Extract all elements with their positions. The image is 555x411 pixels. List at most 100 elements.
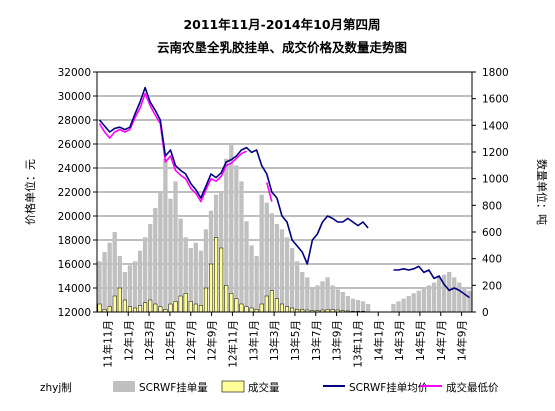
legend-label: 成交最低价 (446, 381, 499, 394)
x-tick-label: 13年1月 (247, 320, 260, 361)
order-volume-bar (421, 288, 427, 312)
order-volume-bar (360, 301, 366, 312)
y-right-tick-label: 1800 (482, 67, 509, 79)
deal-volume-bar (264, 295, 269, 313)
order-volume-bar (178, 218, 183, 312)
deal-volume-bar (198, 305, 203, 313)
deal-volume-bar (117, 287, 122, 313)
y-right-tick-label: 1600 (482, 94, 509, 106)
x-tick-label: 12年9月 (206, 320, 219, 361)
order-volume-bar (153, 208, 158, 312)
order-volume-bar (345, 296, 350, 312)
deal-volume-bar (259, 303, 264, 313)
x-tick-label: 13年11月 (351, 320, 364, 368)
order-volume-bar (193, 242, 198, 312)
order-volume-bar (142, 237, 148, 312)
x-tick-label: 13年9月 (331, 320, 344, 361)
order-volume-bar (173, 181, 178, 312)
y-left-tick-label: 20000 (58, 211, 91, 223)
y-left-tick-label: 24000 (58, 163, 91, 175)
deal-volume-bar (269, 290, 274, 313)
order-volume-bar (259, 194, 264, 312)
min-deal-price-line (100, 94, 283, 220)
order-volume-bar (122, 272, 128, 312)
order-volume-bar (436, 277, 442, 312)
order-volume-bar (158, 192, 163, 312)
deal-volume-bar (183, 293, 188, 313)
order-volume-bar (132, 261, 138, 312)
order-volume-bar (112, 232, 117, 312)
order-volume-bar (264, 202, 269, 312)
deal-volume-bar (188, 301, 193, 313)
order-volume-bar (325, 277, 330, 312)
deal-volume-bar (244, 306, 249, 313)
y-right-tick-label: 200 (482, 280, 502, 292)
y-left-tick-label: 14000 (58, 283, 91, 295)
order-volume-bar (198, 250, 204, 312)
order-volume-bar (244, 221, 249, 312)
order-volume-bar (335, 289, 340, 312)
deal-volume-bar (219, 247, 224, 313)
order-volume-bar (117, 256, 122, 312)
order-volume-bar (279, 229, 285, 312)
y-right-tick-label: 1200 (482, 147, 509, 159)
deal-volume-bar (285, 306, 290, 313)
y-left-tick-label: 28000 (58, 115, 91, 127)
order-volume-bar (462, 288, 467, 312)
order-volume-bar (168, 198, 173, 312)
x-tick-label: 12年11月 (226, 320, 239, 368)
order-volume-bar (208, 210, 214, 312)
legend: zhyj制 SCRWF挂单量 成交量 SCRWF挂单均价 成交最低价 (40, 380, 499, 394)
order-volume-bar (289, 248, 295, 312)
y-left-tick-label: 12000 (58, 307, 91, 319)
order-volume-bar (229, 144, 234, 312)
y-right-tick-label: 1000 (482, 174, 509, 186)
order-volume-bar (224, 158, 229, 312)
deal-volume-bar (112, 295, 117, 313)
order-volume-bar (416, 290, 421, 312)
deal-volume-bar (173, 301, 178, 313)
order-volume-bar (452, 277, 457, 312)
y-left-tick-label: 30000 (58, 91, 91, 103)
order-volume-bar (315, 285, 320, 312)
order-volume-bar (234, 165, 239, 312)
order-volume-bar (340, 292, 345, 312)
legend-label: 成交量 (248, 381, 280, 394)
order-volume-bar (295, 261, 300, 312)
x-tick-label: 12年1月 (122, 320, 135, 361)
deal-volume-bar (208, 263, 214, 313)
price-lines (98, 86, 470, 299)
order-volume-bar (406, 296, 411, 312)
y-right-tick-label: 800 (482, 200, 502, 212)
order-volume-bar (330, 285, 335, 312)
order-volume-bar (274, 224, 280, 312)
deal-volume-bar (148, 299, 153, 313)
chart-title: 2011年11月-2014年10月第四周 (183, 17, 380, 32)
deal-volume-bar (97, 303, 102, 313)
order-volume-bar (269, 213, 274, 312)
deal-volume-bar (239, 303, 244, 313)
order-volume-bar (320, 281, 325, 312)
order-volume-bar (350, 298, 356, 312)
deal-volume-bar (214, 237, 219, 313)
x-tick-label: 13年7月 (310, 320, 323, 361)
y-left-tick-label: 16000 (58, 259, 91, 271)
y-right-tick-label: 0 (482, 307, 489, 319)
y-right-tick-label: 1400 (482, 120, 509, 132)
x-tick-label: 12年5月 (164, 320, 177, 361)
deal-volume-bar (229, 293, 234, 313)
deal-volume-bar (122, 299, 127, 313)
order-volume-bar (411, 293, 416, 312)
order-volume-bar (107, 242, 112, 312)
avg-order-price-line (98, 86, 470, 299)
order-volume-bar (254, 256, 259, 312)
y-left-tick-label: 32000 (58, 67, 91, 79)
x-tick-label: 13年5月 (289, 320, 302, 361)
order-volume-bar (365, 304, 371, 312)
order-volume-bar (102, 252, 107, 312)
legend-swatch (113, 381, 135, 392)
order-volume-bar (127, 265, 133, 312)
order-volume-bar (310, 288, 315, 312)
deal-volume-bar (249, 307, 254, 313)
legend-swatch (221, 380, 245, 393)
